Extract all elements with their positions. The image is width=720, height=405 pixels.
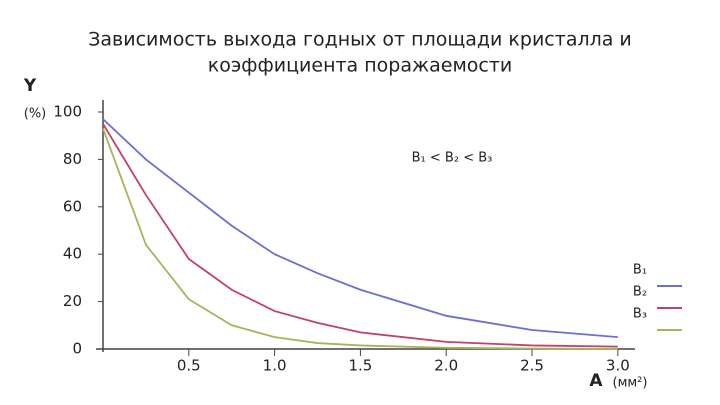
y-tick-label: 0 [72, 340, 82, 358]
x-tick-label: 2.0 [434, 357, 458, 375]
legend-label: B₂ [633, 285, 647, 300]
x-axis-label: A [589, 371, 603, 391]
line [102, 128, 618, 350]
x-tick-label: 1.5 [348, 357, 372, 375]
y-tick-label: 80 [63, 150, 82, 168]
line [102, 118, 618, 339]
x-tick-label: 2.5 [520, 357, 544, 375]
y-tick-label: 40 [63, 245, 82, 263]
y-tick-label: 60 [63, 197, 82, 215]
x-tick-label: 0.5 [177, 357, 201, 375]
x-tick-label: 3.0 [606, 357, 630, 375]
y-axis-label: Y [23, 76, 37, 96]
y-axis-unit: (%) [24, 107, 47, 122]
chart-title: коэффициента поражаемости [208, 55, 513, 77]
line [102, 123, 618, 348]
annotation: B₁ < B₂ < B₃ [412, 151, 493, 166]
x-axis-unit: (мм²) [613, 376, 648, 391]
legend-label: B₃ [633, 307, 647, 322]
y-tick-label: 20 [63, 292, 82, 310]
legend-label: B₁ [633, 263, 647, 278]
y-tick-label: 100 [53, 103, 82, 121]
x-tick-label: 1.0 [263, 357, 287, 375]
chart-title: Зависимость выхода годных от площади кри… [88, 29, 632, 51]
